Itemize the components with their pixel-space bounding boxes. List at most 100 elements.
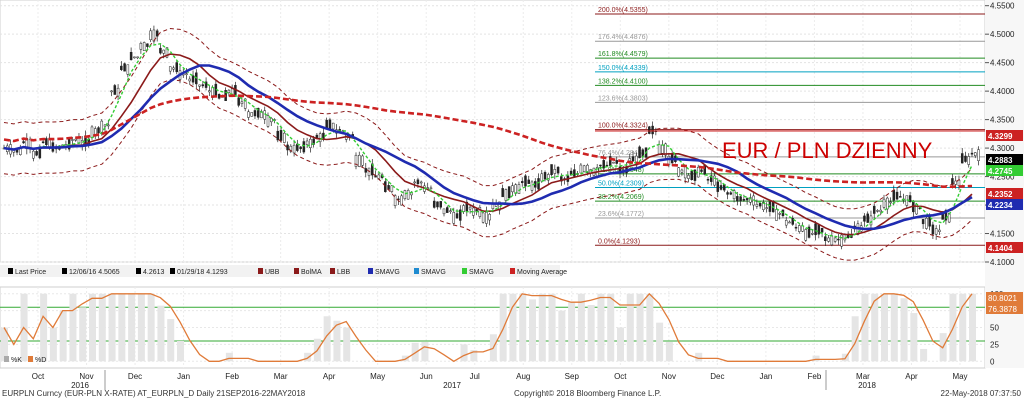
short-moving-average [3, 42, 973, 240]
candle-body [155, 30, 159, 37]
candle-body [527, 179, 530, 184]
last-value-tag [986, 199, 1023, 210]
stochastic-k-bar [108, 293, 116, 362]
candle-body [739, 196, 742, 202]
candle-body [97, 127, 100, 134]
stochastic-k-bar [529, 299, 536, 362]
candle-body [710, 175, 713, 182]
stochastic-k-bar [587, 305, 595, 362]
candle-body [719, 185, 723, 190]
candle-body [227, 89, 231, 93]
candle-body [485, 211, 488, 224]
stochastic-k-bar [89, 293, 96, 362]
candle-body [71, 139, 74, 141]
candle-body [419, 181, 423, 184]
candle-body [530, 181, 534, 191]
candle-body [481, 212, 485, 223]
candle-body [436, 201, 439, 208]
stochastic-k-bar [343, 327, 351, 362]
legend-swatch [8, 268, 13, 274]
candle-body [638, 146, 641, 159]
legend-swatch [62, 268, 67, 274]
month-label: Feb [225, 372, 239, 381]
candle-body [938, 229, 941, 232]
month-label: Nov [662, 372, 676, 381]
candle-body [331, 122, 335, 130]
year-label: 2016 [71, 381, 89, 390]
candle-body [706, 179, 710, 181]
candle-body [142, 42, 146, 51]
candle-body [970, 152, 974, 155]
oscillator-panel: %K %D [0, 292, 985, 364]
candle-body [468, 206, 472, 210]
fib-level-label: 161.8%(4.4579) [598, 51, 648, 58]
legend-label: SMAVG [375, 269, 400, 276]
candle-body [830, 235, 834, 246]
month-label: Jun [420, 372, 433, 381]
candle-body [631, 156, 635, 162]
stochastic-k-bar [421, 341, 429, 362]
oscillator-tick-label: 50 [990, 324, 999, 333]
indicator-lines [3, 27, 985, 261]
candle-body [537, 178, 540, 190]
candle-body [765, 207, 768, 209]
candle-body [90, 126, 94, 139]
stochastic-k-bar [147, 293, 155, 362]
candle-body [253, 110, 257, 117]
candle-body [100, 120, 104, 133]
candle-body [270, 118, 273, 123]
stochastic-k-bar [40, 293, 48, 362]
oscillator-value-tag [986, 303, 1023, 314]
candle-body [820, 227, 824, 233]
candle-body [602, 160, 605, 169]
fib-level-label: 123.6%(4.3803) [598, 95, 648, 102]
month-label: Mar [274, 372, 288, 381]
candle-body [361, 155, 364, 166]
candle-body [931, 224, 935, 235]
candle-body [22, 141, 25, 144]
last-value-label: 4.2234 [988, 201, 1013, 210]
stochastic-k-bar [548, 293, 556, 362]
year-label: 2018 [858, 381, 876, 390]
candle-body [736, 196, 739, 202]
candle-body [107, 124, 110, 127]
price-tick-label: 4.1500 [990, 230, 1015, 239]
candle-body [459, 209, 462, 221]
stochastic-k-bar [460, 344, 468, 362]
candle-body [605, 164, 609, 167]
last-value-label: 4.2883 [988, 156, 1013, 165]
last-value-tag [986, 130, 1023, 141]
candle-body [149, 30, 152, 40]
stochastic-k-bar [636, 293, 644, 362]
candle-body [833, 237, 837, 242]
stochastic-k-bar [470, 350, 478, 362]
candle-body [768, 201, 772, 212]
stochastic-k-bar [157, 305, 165, 362]
candle-body [364, 168, 368, 173]
candle-body [299, 146, 302, 150]
fib-level-label: 200.0%(4.5355) [598, 7, 648, 14]
candle-body [876, 210, 879, 212]
candle-body [758, 203, 762, 207]
candle-body [925, 218, 928, 229]
stochastic-k-bar [626, 293, 634, 362]
legend-label: SMAVG [421, 269, 446, 276]
candle-body [791, 218, 794, 225]
stochastic-k-bar [304, 352, 312, 362]
stochastic-k-bar [695, 352, 703, 362]
stochastic-k-bar [959, 293, 967, 362]
candle-body [974, 152, 977, 156]
candle-body [266, 115, 270, 127]
candle-body [628, 158, 632, 162]
candle-body [553, 169, 557, 174]
candle-body [908, 195, 912, 202]
footer-copyright: Copyright© 2018 Bloomberg Finance L.P. [514, 389, 661, 398]
oscillator-legend-swatch [4, 356, 9, 362]
stochastic-k-bar [69, 293, 77, 362]
month-label: Aug [516, 372, 530, 381]
legend-swatch [294, 268, 299, 274]
legend-label: LBB [337, 269, 351, 276]
candle-body [286, 144, 289, 151]
candle-body [817, 224, 821, 235]
